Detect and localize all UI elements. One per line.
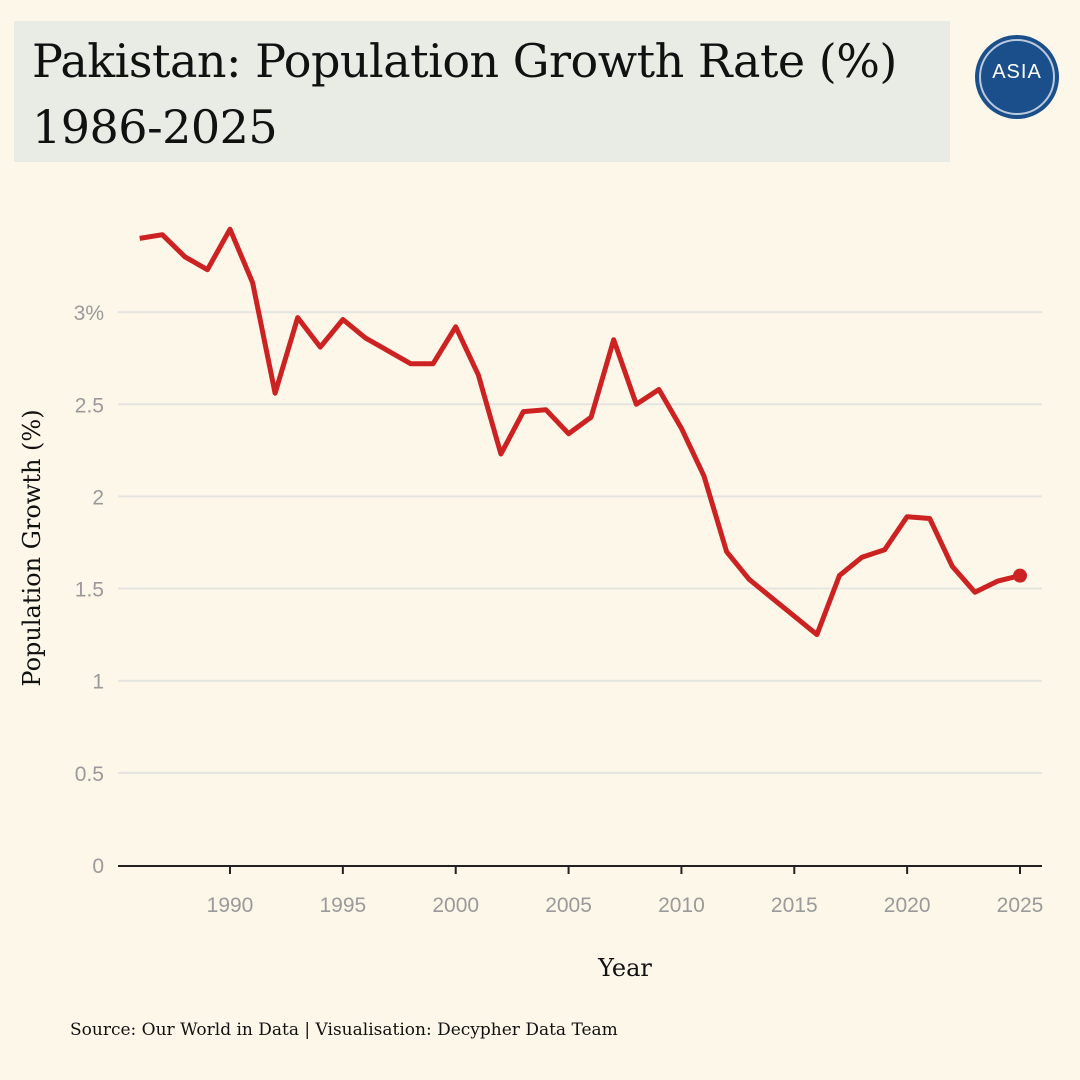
x-tick-label: 2020 xyxy=(884,894,931,917)
y-tick-labels: 0 0.5 1 1.5 2 2.5 3% xyxy=(74,302,104,878)
x-axis-label: Year xyxy=(597,954,652,982)
y-tick-label: 0.5 xyxy=(75,763,104,786)
source-note: Source: Our World in Data | Visualisatio… xyxy=(70,1020,618,1040)
x-tick-label: 2025 xyxy=(997,894,1044,917)
chart-title: Pakistan: Population Growth Rate (%) 198… xyxy=(32,28,897,160)
x-tick-labels: 1990 1995 2000 2005 2010 2015 2020 2025 xyxy=(207,866,1044,917)
logo-ring xyxy=(979,39,1055,115)
series-end-point xyxy=(1013,568,1027,583)
x-tick-label: 2005 xyxy=(545,894,592,917)
y-tick-label: 3% xyxy=(74,302,104,325)
series-line-pakistan xyxy=(139,226,1021,638)
logo-text: ASIA xyxy=(992,61,1042,83)
x-tick-label: 2000 xyxy=(432,894,479,917)
y-tick-label: 2 xyxy=(92,486,104,509)
x-tick-label: 2010 xyxy=(658,894,705,917)
x-tick-label: 2015 xyxy=(771,894,818,917)
y-tick-label: 2.5 xyxy=(75,394,104,417)
y-tick-label: 1 xyxy=(92,671,104,694)
x-tick-label: 1990 xyxy=(207,894,254,917)
title-box xyxy=(14,21,950,162)
asia-logo: ASIA xyxy=(975,35,1059,119)
gridlines xyxy=(118,311,1042,774)
title-line-2: 1986-2025 xyxy=(32,100,278,154)
title-line-1: Pakistan: Population Growth Rate (%) xyxy=(32,34,897,88)
y-tick-label: 0 xyxy=(92,855,104,878)
y-tick-label: 1.5 xyxy=(75,579,104,602)
y-axis-label: Population Growth (%) xyxy=(18,409,46,686)
x-tick-label: 1995 xyxy=(319,894,366,917)
